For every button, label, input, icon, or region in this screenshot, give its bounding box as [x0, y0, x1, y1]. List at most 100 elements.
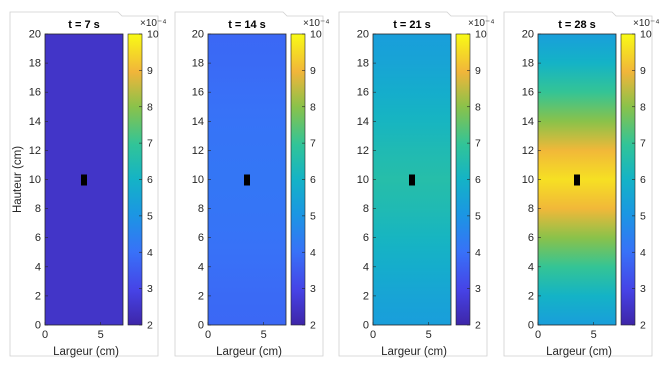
- y-axis-label: Hauteur (cm): [12, 146, 24, 213]
- y-tick-label: 0: [363, 320, 369, 332]
- colorbar-tick-label: 9: [640, 65, 646, 77]
- x-axis-label: Largeur (cm): [216, 346, 282, 358]
- y-tick-label: 20: [357, 29, 369, 41]
- x-tick-label: 5: [426, 329, 432, 341]
- chart-title: t = 28 s: [558, 19, 596, 31]
- colorbar-tick-label: 5: [147, 210, 153, 222]
- colorbar-tick-label: 3: [475, 283, 481, 295]
- x-tick-label: 0: [535, 329, 541, 341]
- colorbar-tick-label: 9: [475, 65, 481, 77]
- y-tick-label: 0: [35, 320, 41, 332]
- y-tick-label: 8: [198, 203, 204, 215]
- colorbar-tick-label: 5: [475, 210, 481, 222]
- colorbar-tick-label: 7: [640, 138, 646, 150]
- sample-marker: [244, 174, 250, 186]
- y-tick-label: 0: [198, 320, 204, 332]
- panel-2: 0 2 4 6 8 10 12 14 16 18 20 0 5 t = 14 s Largeur (cm) 2…: [174, 11, 330, 358]
- colorbar-tick-label: 10: [310, 29, 322, 41]
- y-tick-label: 6: [198, 232, 204, 244]
- colorbar-tick-label: 9: [147, 65, 153, 77]
- colorbar-tick-label: 10: [640, 29, 652, 41]
- y-tick-label: 18: [357, 58, 369, 70]
- panel-3: 0 2 4 6 8 10 12 14 16 18 20 0 5 t = 21 s Largeur (cm) 2…: [338, 11, 495, 358]
- y-tick-label: 2: [528, 290, 534, 302]
- panel-4: 0 2 4 6 8 10 12 14 16 18 20 0 5 t = 28 s Largeur (cm) 2…: [503, 11, 660, 358]
- colorbar-tick-label: 2: [640, 320, 646, 332]
- colorbar-tick-label: 8: [310, 101, 316, 113]
- y-tick-label: 18: [29, 58, 41, 70]
- y-tick-label: 10: [29, 174, 41, 186]
- chart-title: t = 7 s: [68, 19, 100, 31]
- y-tick-label: 2: [198, 290, 204, 302]
- y-tick-label: 10: [522, 174, 534, 186]
- y-tick-label: 4: [528, 261, 534, 273]
- y-tick-label: 12: [29, 145, 41, 157]
- colorbar-tick-label: 8: [475, 101, 481, 113]
- colorbar-tick-label: 4: [147, 247, 153, 259]
- colorbar-tick-label: 9: [310, 65, 316, 77]
- x-axis-label: Largeur (cm): [53, 346, 119, 358]
- colorbar-tick-label: 4: [310, 247, 316, 259]
- y-tick-label: 12: [192, 145, 204, 157]
- x-tick-label: 0: [42, 329, 48, 341]
- colorbar-tick-label: 5: [640, 210, 646, 222]
- sample-marker: [409, 174, 415, 186]
- y-tick-label: 8: [35, 203, 41, 215]
- y-tick-label: 16: [357, 87, 369, 99]
- y-tick-label: 20: [29, 29, 41, 41]
- y-tick-label: 4: [35, 261, 41, 273]
- colorbar-tick-label: 6: [475, 174, 481, 186]
- x-axis-label: Largeur (cm): [546, 346, 612, 358]
- chart-title: t = 21 s: [393, 19, 431, 31]
- colorbar-tick-label: 6: [310, 174, 316, 186]
- x-tick-label: 5: [591, 329, 597, 341]
- colorbar-tick-label: 4: [475, 247, 481, 259]
- y-tick-label: 0: [528, 320, 534, 332]
- colorbar-tick-label: 5: [310, 210, 316, 222]
- y-tick-label: 20: [522, 29, 534, 41]
- colorbar-exponent: ×10⁻⁴: [140, 18, 167, 29]
- y-tick-label: 18: [192, 58, 204, 70]
- colorbar-tick-label: 7: [475, 138, 481, 150]
- colorbar-tick-label: 8: [147, 101, 153, 113]
- y-tick-label: 6: [363, 232, 369, 244]
- x-tick-label: 0: [205, 329, 211, 341]
- panel-1: 0 2 4 6 8 10 12 14 16 18 20 0 5 t = 7 s Largeur (cm) Ha…: [9, 11, 167, 358]
- y-tick-label: 20: [192, 29, 204, 41]
- colorbar-tick-label: 4: [640, 247, 646, 259]
- y-tick-label: 14: [522, 116, 534, 128]
- colorbar-tick-label: 7: [310, 138, 316, 150]
- x-tick-label: 5: [261, 329, 267, 341]
- colorbar-tick-label: 3: [310, 283, 316, 295]
- y-tick-label: 2: [363, 290, 369, 302]
- y-tick-label: 2: [35, 290, 41, 302]
- sample-marker: [81, 174, 87, 186]
- sample-marker: [574, 174, 580, 186]
- colorbar-tick-label: 10: [475, 29, 487, 41]
- colorbar-tick-label: 6: [147, 174, 153, 186]
- x-axis-label: Largeur (cm): [381, 346, 447, 358]
- colorbar-tick-label: 2: [310, 320, 316, 332]
- colorbar-tick-label: 6: [640, 174, 646, 186]
- colorbar-exponent: ×10⁻⁴: [633, 18, 660, 29]
- colorbar-exponent: ×10⁻⁴: [468, 18, 495, 29]
- y-tick-label: 6: [528, 232, 534, 244]
- colorbar-tick-label: 3: [147, 283, 153, 295]
- y-tick-label: 6: [35, 232, 41, 244]
- y-tick-label: 4: [198, 261, 204, 273]
- x-tick-label: 0: [370, 329, 376, 341]
- colorbar-tick-label: 2: [147, 320, 153, 332]
- y-tick-label: 12: [357, 145, 369, 157]
- y-tick-label: 10: [192, 174, 204, 186]
- y-tick-label: 16: [522, 87, 534, 99]
- y-tick-label: 12: [522, 145, 534, 157]
- y-tick-label: 8: [363, 203, 369, 215]
- x-tick-label: 5: [98, 329, 104, 341]
- y-tick-label: 10: [357, 174, 369, 186]
- y-tick-label: 14: [192, 116, 204, 128]
- colorbar-tick-label: 7: [147, 138, 153, 150]
- y-tick-label: 4: [363, 261, 369, 273]
- y-tick-label: 16: [29, 87, 41, 99]
